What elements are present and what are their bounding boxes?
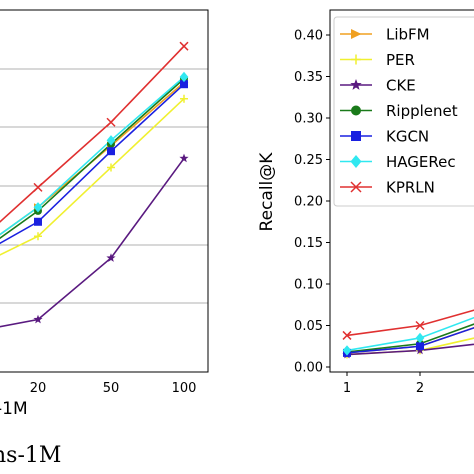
left-x-axis-label: -1M <box>0 399 28 419</box>
legend-marker-ripplenet <box>351 105 361 116</box>
left-x-tick-label: 100 <box>172 381 197 396</box>
right-y-tick-label: 0.05 <box>294 319 323 334</box>
legend-item-per: PER <box>340 51 415 69</box>
legend-marker-cke <box>350 79 362 90</box>
legend-item-ripplenet: Ripplenet <box>340 102 458 120</box>
legend-box <box>333 16 474 207</box>
left-series-line-hagerec <box>0 76 185 236</box>
legend-item-kgcn: KGCN <box>340 128 429 146</box>
legend-label: PER <box>386 51 415 69</box>
left-point-hagerec <box>179 71 189 83</box>
left-point-hagerec <box>106 135 116 146</box>
left-plot-frame <box>0 9 209 373</box>
right-y-tick-label: 0.40 <box>294 29 323 44</box>
legend-item-cke: CKE <box>340 77 416 95</box>
left-point-cke <box>33 314 43 324</box>
left-point-kprln <box>33 182 43 192</box>
left-point-per <box>34 232 42 241</box>
left-series-line-per <box>0 98 185 256</box>
legend-item-hagerec: HAGERec <box>340 153 456 171</box>
left-series-line-cke <box>0 157 185 328</box>
right-plot-frame <box>329 9 474 373</box>
right-y-tick-label: 0.35 <box>294 70 323 85</box>
legend-item-kprln: KPRLN <box>340 179 435 197</box>
right-point-hagerec <box>415 332 425 344</box>
left-point-kprln <box>106 117 116 127</box>
right-point-hagerec <box>342 345 352 356</box>
legend-label: LibFM <box>386 26 430 44</box>
legend-marker-hagerec <box>350 155 362 168</box>
right-y-axis-label: Recall@K <box>257 152 277 232</box>
left-point-kgcn <box>34 217 42 226</box>
left-point-cke <box>179 153 189 163</box>
left-series-line-ripplenet <box>0 78 185 240</box>
legend-marker-libfm <box>351 29 362 39</box>
right-y-tick-label: 0.30 <box>294 112 323 127</box>
legend-marker-kgcn <box>351 131 361 141</box>
left-series-line-kgcn <box>0 83 185 245</box>
left-point-per <box>180 94 188 103</box>
legend-label: KGCN <box>386 128 429 146</box>
left-x-tick-label: 20 <box>30 381 47 396</box>
left-series-line-kprln <box>0 45 185 223</box>
left-point-cke <box>106 253 116 262</box>
right-y-tick-label: 0.10 <box>294 278 323 293</box>
right-x-tick-label: 2 <box>416 381 424 396</box>
legend-item-libfm: LibFM <box>340 26 430 44</box>
legend-label: KPRLN <box>386 179 435 197</box>
legend-label: CKE <box>386 77 416 95</box>
legend-marker-per <box>351 54 361 65</box>
right-y-tick-label: 0.00 <box>294 361 323 376</box>
legend: LibFM PER CKE Ripplenet KGCN HAGERec KPRLN <box>333 16 474 207</box>
right-x-tick-label: 1 <box>343 381 351 396</box>
legend-label: HAGERec <box>386 153 456 171</box>
legend-label: Ripplenet <box>386 102 458 120</box>
left-caption: ns-1M <box>0 443 61 468</box>
left-point-hagerec <box>33 202 43 213</box>
left-chart: 20 50 100 -1M ns-1M <box>0 9 209 468</box>
left-point-kprln <box>179 41 189 51</box>
left-point-kgcn <box>180 80 188 89</box>
right-y-tick-label: 0.25 <box>294 153 323 168</box>
right-point-kprln <box>415 320 425 331</box>
right-y-tick-label: 0.15 <box>294 236 323 251</box>
left-x-tick-label: 50 <box>103 381 120 396</box>
right-point-kgcn <box>416 342 424 351</box>
left-point-kgcn <box>107 147 115 156</box>
left-point-per <box>107 163 115 172</box>
legend-marker-kprln <box>350 181 362 193</box>
right-y-tick-label: 0.20 <box>294 195 323 210</box>
right-point-kprln <box>342 330 352 340</box>
